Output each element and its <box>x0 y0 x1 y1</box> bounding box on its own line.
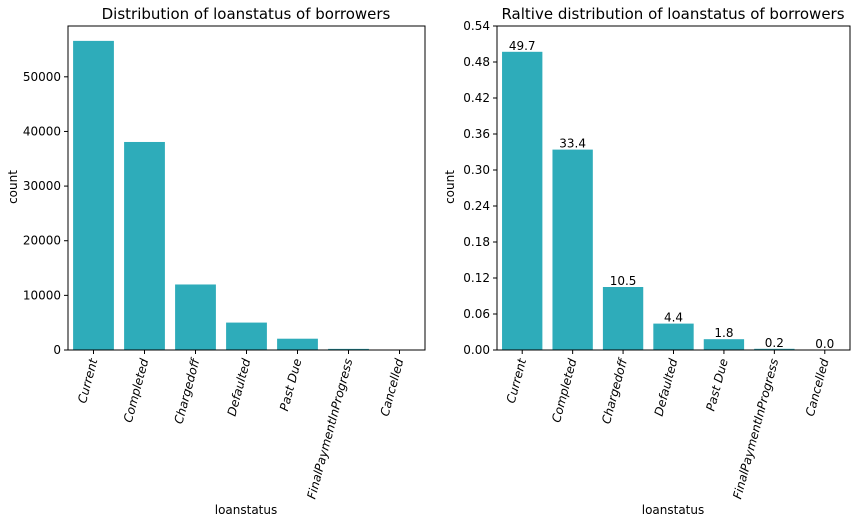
chart-left-ylabel: count <box>6 170 20 204</box>
chart-right-ytick-label: 0.12 <box>463 271 490 285</box>
chart-right-title: Raltive distribution of loanstatus of bo… <box>501 5 844 23</box>
chart-left-xtick-label: Past Due <box>277 357 304 412</box>
chart-left-bar <box>277 339 318 350</box>
chart-left-xtick-label: Current <box>75 356 101 405</box>
chart-right-xtick-label: Past Due <box>703 357 730 412</box>
chart-right-ytick-label: 0.42 <box>463 91 490 105</box>
chart-right-data-label: 4.4 <box>664 311 683 325</box>
chart-left-bar <box>73 41 114 350</box>
chart-right-ylabel: count <box>443 170 457 204</box>
chart-left: Distribution of loanstatus of borrowers … <box>6 5 425 517</box>
chart-right-data-label: 33.4 <box>559 137 586 151</box>
chart-right-xtick-label: Defaulted <box>652 357 681 418</box>
chart-right-data-label: 0.2 <box>765 336 784 350</box>
chart-left-ytick-label: 10000 <box>23 288 61 302</box>
chart-left-bar <box>226 323 267 350</box>
chart-left-ytick-label: 20000 <box>23 234 61 248</box>
chart-right-xlabel: loanstatus <box>642 503 705 517</box>
chart-left-xtick-label: FinalPaymentInProgress <box>304 357 355 500</box>
chart-right-data-label: 1.8 <box>714 326 733 340</box>
chart-right-plot-frame <box>497 26 850 350</box>
chart-left-xtick-label: Defaulted <box>225 357 254 418</box>
chart-right-xtick-label: FinalPaymentInProgress <box>730 357 781 500</box>
chart-left-plot-frame <box>68 26 425 350</box>
chart-right-ytick-label: 0.24 <box>463 199 490 213</box>
chart-right-bar <box>502 52 542 350</box>
chart-left-xtick-label: Cancelled <box>378 357 407 418</box>
chart-right-xtick-label: Current <box>504 356 530 405</box>
chart-right-data-label: 49.7 <box>509 39 536 53</box>
chart-right-bar <box>552 150 592 350</box>
chart-left-bar <box>175 284 216 350</box>
chart-right-ytick-label: 0.48 <box>463 55 490 69</box>
chart-right-xtick-label: Completed <box>549 357 580 424</box>
chart-left-xlabel: loanstatus <box>215 503 278 517</box>
chart-left-ytick-label: 50000 <box>23 70 61 84</box>
chart-right-ytick-label: 0.54 <box>463 19 490 33</box>
chart-right-bar <box>653 324 693 350</box>
chart-right-bar <box>603 287 643 350</box>
chart-right-ytick-label: 0.00 <box>463 343 490 357</box>
chart-right-ytick-label: 0.36 <box>463 127 490 141</box>
chart-left-ytick-label: 0 <box>53 343 61 357</box>
chart-right: Raltive distribution of loanstatus of bo… <box>443 5 850 517</box>
chart-right-ytick-label: 0.30 <box>463 163 490 177</box>
chart-left-ytick-label: 30000 <box>23 179 61 193</box>
chart-right-xtick-label: Cancelled <box>803 357 832 418</box>
chart-right-data-label: 10.5 <box>610 274 637 288</box>
chart-left-ytick-label: 40000 <box>23 124 61 138</box>
chart-right-ytick-label: 0.06 <box>463 307 490 321</box>
chart-right-bar <box>704 339 744 350</box>
chart-right-ytick-label: 0.18 <box>463 235 490 249</box>
chart-left-title: Distribution of loanstatus of borrowers <box>102 5 391 23</box>
chart-right-xtick-label: Chargedoff <box>599 356 630 426</box>
chart-right-data-label: 0.0 <box>815 337 834 351</box>
chart-left-xtick-label: Chargedoff <box>172 356 203 426</box>
chart-left-bar <box>124 142 165 350</box>
chart-left-xtick-label: Completed <box>121 357 152 424</box>
